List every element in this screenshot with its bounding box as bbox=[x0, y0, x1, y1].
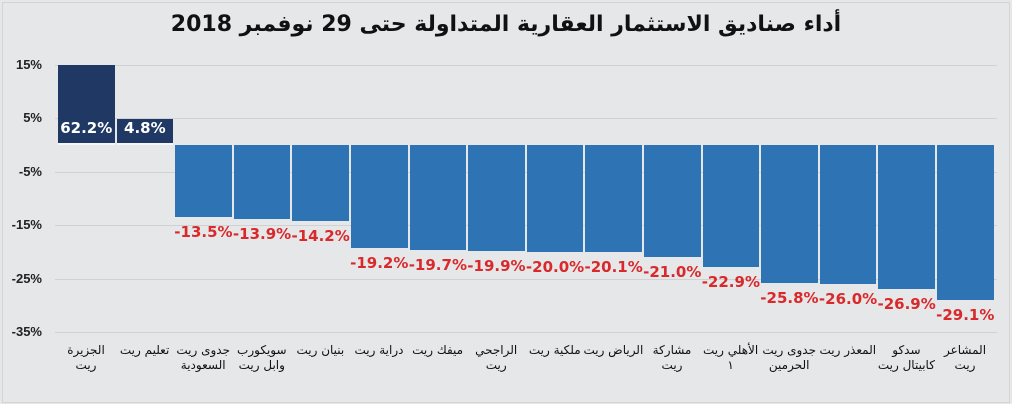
bar bbox=[878, 145, 935, 289]
bar bbox=[116, 119, 174, 146]
bar bbox=[937, 145, 994, 301]
y-tick-label: -35% bbox=[11, 324, 42, 339]
gridline bbox=[55, 118, 997, 120]
bar-value-label: -13.9% bbox=[232, 225, 292, 244]
bar-value-label: -26.9% bbox=[877, 294, 936, 313]
x-category-label: جدوى ريت الحرمين bbox=[762, 343, 816, 372]
bar-value-label: 4.8% bbox=[124, 119, 166, 138]
bar-value-label: -29.1% bbox=[936, 306, 995, 325]
bar-value-label: 62.2% bbox=[60, 119, 113, 138]
bar bbox=[585, 145, 642, 253]
y-tick-label: -15% bbox=[11, 217, 42, 233]
bar bbox=[175, 145, 232, 218]
x-category-label: المشاعر ريت bbox=[943, 343, 987, 372]
gridline bbox=[55, 171, 997, 173]
x-category-label: الجزيرة ريت bbox=[67, 343, 105, 372]
bar bbox=[233, 145, 291, 220]
x-category-label: جدوى ريت السعودية bbox=[176, 343, 230, 372]
y-tick-label: -25% bbox=[11, 270, 42, 286]
x-category-label: المعذر ريت bbox=[819, 343, 877, 357]
y-tick-label: 15% bbox=[15, 57, 42, 72]
gridline bbox=[55, 332, 997, 333]
bar bbox=[702, 145, 760, 268]
x-category-label: الرياض ريت bbox=[583, 343, 644, 357]
bar bbox=[58, 65, 115, 146]
x-category-label: بنيان ريت bbox=[296, 343, 345, 357]
y-tick-label: -5% bbox=[18, 163, 42, 179]
chart-title: أداء صناديق الاستثمار العقارية المتداولة… bbox=[170, 12, 842, 37]
bar bbox=[526, 145, 584, 252]
gridline bbox=[55, 225, 997, 227]
bar-value-label: -26.0% bbox=[818, 289, 878, 308]
bar bbox=[761, 145, 818, 283]
bar bbox=[409, 145, 467, 251]
bar-value-label: -20.0% bbox=[525, 257, 585, 276]
x-category-label: ملكية ريت bbox=[528, 343, 581, 357]
bar bbox=[351, 145, 408, 248]
x-category-label: الأهلي ريت ١ bbox=[702, 343, 759, 372]
x-category-label: ميفك ريت bbox=[412, 343, 464, 357]
bar-value-label: -13.5% bbox=[174, 223, 233, 242]
bar bbox=[644, 145, 701, 258]
bar-value-label: -25.8% bbox=[760, 288, 819, 307]
bar-value-label: -19.2% bbox=[350, 253, 409, 272]
bar bbox=[292, 145, 349, 221]
bar-value-label: -14.2% bbox=[291, 226, 350, 245]
y-tick-label: 5% bbox=[23, 110, 42, 126]
bar-value-label: -19.7% bbox=[408, 256, 467, 275]
x-category-label: الراجحي ريت bbox=[475, 343, 518, 372]
bar-value-label: -19.9% bbox=[467, 257, 526, 276]
bar-baseline bbox=[116, 143, 174, 146]
gridline bbox=[55, 278, 997, 280]
x-category-label: دراية ريت bbox=[354, 343, 404, 357]
bar-baseline bbox=[58, 143, 115, 146]
x-category-label: سدكو كابيتال ريت bbox=[877, 343, 935, 372]
bar bbox=[468, 145, 525, 252]
x-category-label: سويكورب وابل ريت bbox=[237, 343, 287, 372]
bar-value-label: -22.9% bbox=[701, 273, 760, 292]
bar bbox=[819, 145, 877, 284]
bar-value-label: -21.0% bbox=[643, 263, 702, 282]
bar-value-label: -20.1% bbox=[584, 258, 643, 277]
x-category-label: مشاركة ريت bbox=[652, 343, 692, 372]
gridline bbox=[55, 65, 997, 66]
x-category-label: تعليم ريت bbox=[119, 343, 170, 357]
